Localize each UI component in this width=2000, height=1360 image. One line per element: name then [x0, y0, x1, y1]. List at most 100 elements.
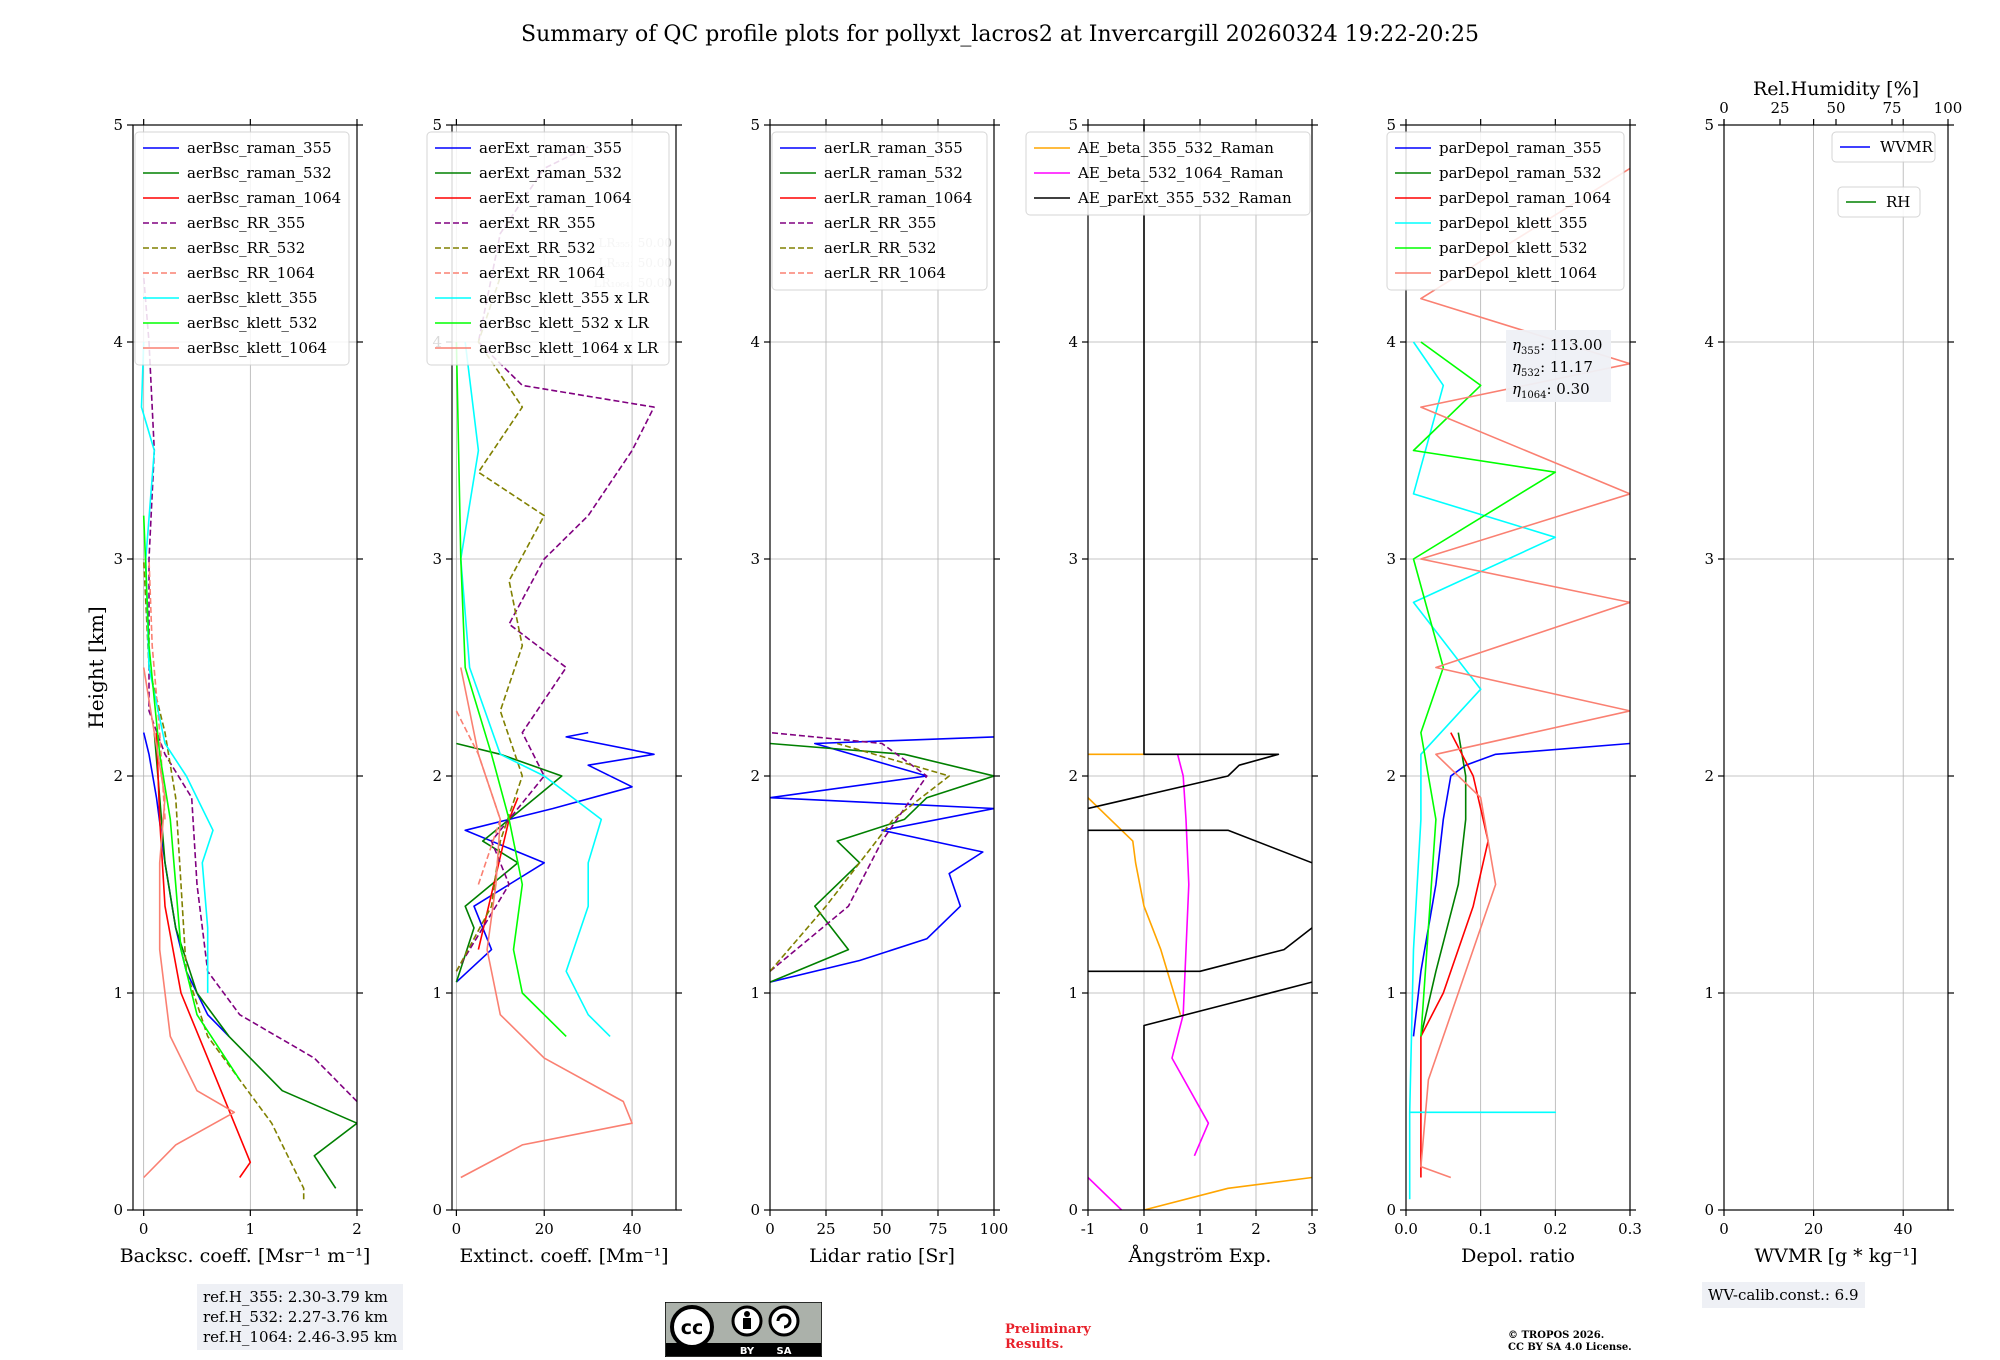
ytick-label: 0 — [1704, 1201, 1714, 1219]
series-aerExt_raman_532 — [455, 742, 563, 983]
ytick-label: 2 — [113, 767, 123, 785]
series-parDepol_raman_355 — [1412, 742, 1630, 1037]
legend-box — [426, 131, 670, 366]
series-AE_parExt_355_532_Raman-c — [1088, 829, 1312, 864]
xtick-label: 40 — [1894, 1220, 1913, 1238]
legend-box — [1837, 186, 1921, 218]
series-group-lr — [770, 731, 994, 983]
xtick-label: 0.3 — [1618, 1220, 1642, 1238]
legend-box — [1831, 131, 1936, 163]
series-aerBsc_klett_532 — [142, 515, 241, 1081]
legend-label: aerLR_RR_532 — [824, 239, 936, 257]
copyright-notice: © TROPOS 2026. CC BY SA 4.0 License. — [1508, 1330, 1708, 1354]
xtick-label: 0 — [1719, 1220, 1729, 1238]
axes-frame — [1723, 124, 1949, 1211]
ytick-label: 2 — [432, 767, 442, 785]
reference-height-box: ref.H_355: 2.30-3.79 km ref.H_532: 2.27-… — [197, 1284, 404, 1350]
axes-frame — [1405, 124, 1631, 1211]
series-AE_beta_532_1064_Raman-b — [1171, 754, 1210, 1157]
legend-label: AE_beta_532_1064_Raman — [1077, 164, 1284, 182]
ytick-label: 3 — [1068, 550, 1078, 568]
svg-text:cc: cc — [681, 1317, 704, 1339]
series-aerExt_RR_355 — [455, 145, 655, 972]
xtick-label: 0 — [452, 1220, 462, 1238]
ytick-label: 4 — [1068, 333, 1078, 351]
panel-wv: 0 20 40 0 1 2 3 4 5 WVMR [g * kg⁻¹] 0 25 50 75 100 Rel.… — [1704, 78, 1962, 1267]
series-aerBsc_klett_355 x LR — [460, 341, 611, 1037]
legend-label: AE_beta_355_532_Raman — [1077, 139, 1274, 157]
series-aerLR_RR_532 — [770, 742, 950, 972]
cc-by-sa-badge: cc BY SA — [665, 1302, 822, 1357]
eta-value-532: η532: 11.17 — [1512, 358, 1593, 379]
xtick-label: 20 — [1804, 1220, 1823, 1238]
legend-label: aerBsc_klett_355 — [187, 289, 318, 307]
legend-label: aerExt_RR_532 — [479, 239, 596, 257]
ref-height-1064: ref.H_1064: 2.46-3.95 km — [203, 1328, 398, 1346]
legend-label: aerBsc_klett_355 x LR — [479, 289, 650, 307]
series-aerBsc_RR_532 — [142, 558, 305, 1200]
series-AE_beta_532_1064_Raman — [1088, 1176, 1123, 1210]
series-parDepol_raman_1064 — [1420, 732, 1489, 1178]
ytick-label: 5 — [113, 116, 123, 134]
wv-calibration-box: WV-calib.const.: 6.9 — [1702, 1282, 1865, 1308]
eta-value-1064: η1064: 0.30 — [1512, 380, 1590, 401]
legend-label: aerLR_RR_1064 — [824, 264, 946, 282]
ytick-label: 1 — [1068, 984, 1078, 1002]
copyright-line-2: CC BY SA 4.0 License. — [1508, 1342, 1632, 1353]
top-xtick-label: 75 — [1882, 99, 1901, 117]
series-AE_beta_355_532_Raman-b — [1088, 797, 1182, 1015]
xtick-label: 0 — [1139, 1220, 1149, 1238]
ref-height-355: ref.H_355: 2.30-3.79 km — [203, 1288, 388, 1306]
series-aerLR_raman_355 — [770, 736, 994, 983]
legend-label: aerExt_RR_1064 — [479, 264, 605, 282]
legend-label: RH — [1886, 193, 1910, 211]
preliminary-notice: Preliminary Results. — [1005, 1322, 1115, 1352]
panel-ext: 02040012345Extinct. coeff. [Mm⁻¹]LR₃₅₅: … — [426, 116, 682, 1267]
eta-box — [1506, 330, 1611, 402]
legend-label: aerBsc_RR_1064 — [187, 264, 315, 282]
legend-label: WVMR — [1880, 138, 1934, 156]
series-group-bsc — [140, 276, 357, 1200]
xlabel-bsc: Backsc. coeff. [Msr⁻¹ m⁻¹] — [120, 1245, 371, 1267]
legend-label: parDepol_raman_355 — [1439, 139, 1602, 157]
legend-label: aerBsc_klett_1064 x LR — [479, 339, 659, 357]
series-aerExt_raman_1064 — [477, 797, 519, 950]
legend-label: aerBsc_klett_532 x LR — [479, 314, 650, 332]
panel-bsc: 0 1 2 0 1 2 3 4 5 Backsc. coeff. [Msr⁻¹ m⁻¹] aerBs… — [113, 116, 370, 1267]
series-aerBsc_RR_355 — [142, 276, 357, 1103]
legend-label: aerLR_raman_1064 — [824, 189, 972, 207]
series-AE_beta_355_532_Raman — [1143, 1176, 1312, 1210]
series-aerBsc_klett_355 — [140, 341, 214, 993]
copyright-line-1: © TROPOS 2026. — [1508, 1330, 1605, 1341]
legend-box — [771, 131, 988, 291]
legend-label: aerExt_raman_1064 — [479, 189, 632, 207]
series-aerLR_raman_532 — [770, 742, 994, 983]
legend-label: aerLR_raman_532 — [824, 164, 963, 182]
series-parDepol_raman_532 — [1420, 732, 1467, 1037]
cc-by-label: BY — [740, 1346, 755, 1357]
legend-label: aerLR_RR_355 — [824, 214, 936, 232]
series-aerExt_raman_355 — [455, 731, 655, 983]
ytick-label: 1 — [1704, 984, 1714, 1002]
xtick-label: 100 — [980, 1220, 1009, 1238]
series-aerBsc_raman_1064 — [155, 732, 252, 1178]
preliminary-line-2: Results. — [1005, 1337, 1064, 1352]
series-group-depol — [1408, 167, 1630, 1200]
ytick-label: 1 — [432, 984, 442, 1002]
ytick-label: 2 — [750, 767, 760, 785]
ytick-label: 2 — [1068, 767, 1078, 785]
legend-label: aerLR_raman_355 — [824, 139, 963, 157]
ytick-label: 5 — [750, 116, 760, 134]
series-group-ext — [455, 145, 655, 1179]
ytick-label: 1 — [1386, 984, 1396, 1002]
legend-label: aerBsc_raman_1064 — [187, 189, 341, 207]
xtick-label: 0.1 — [1469, 1220, 1493, 1238]
ytick-label: 1 — [750, 984, 760, 1002]
ytick-label: 5 — [1386, 116, 1396, 134]
series-parDepol_klett_1064 — [1420, 167, 1630, 1179]
series-aerBsc_klett_1064 x LR — [460, 667, 633, 1179]
ytick-label: 0 — [113, 1201, 123, 1219]
legend-label: aerExt_RR_355 — [479, 214, 596, 232]
ytick-label: 3 — [1386, 550, 1396, 568]
